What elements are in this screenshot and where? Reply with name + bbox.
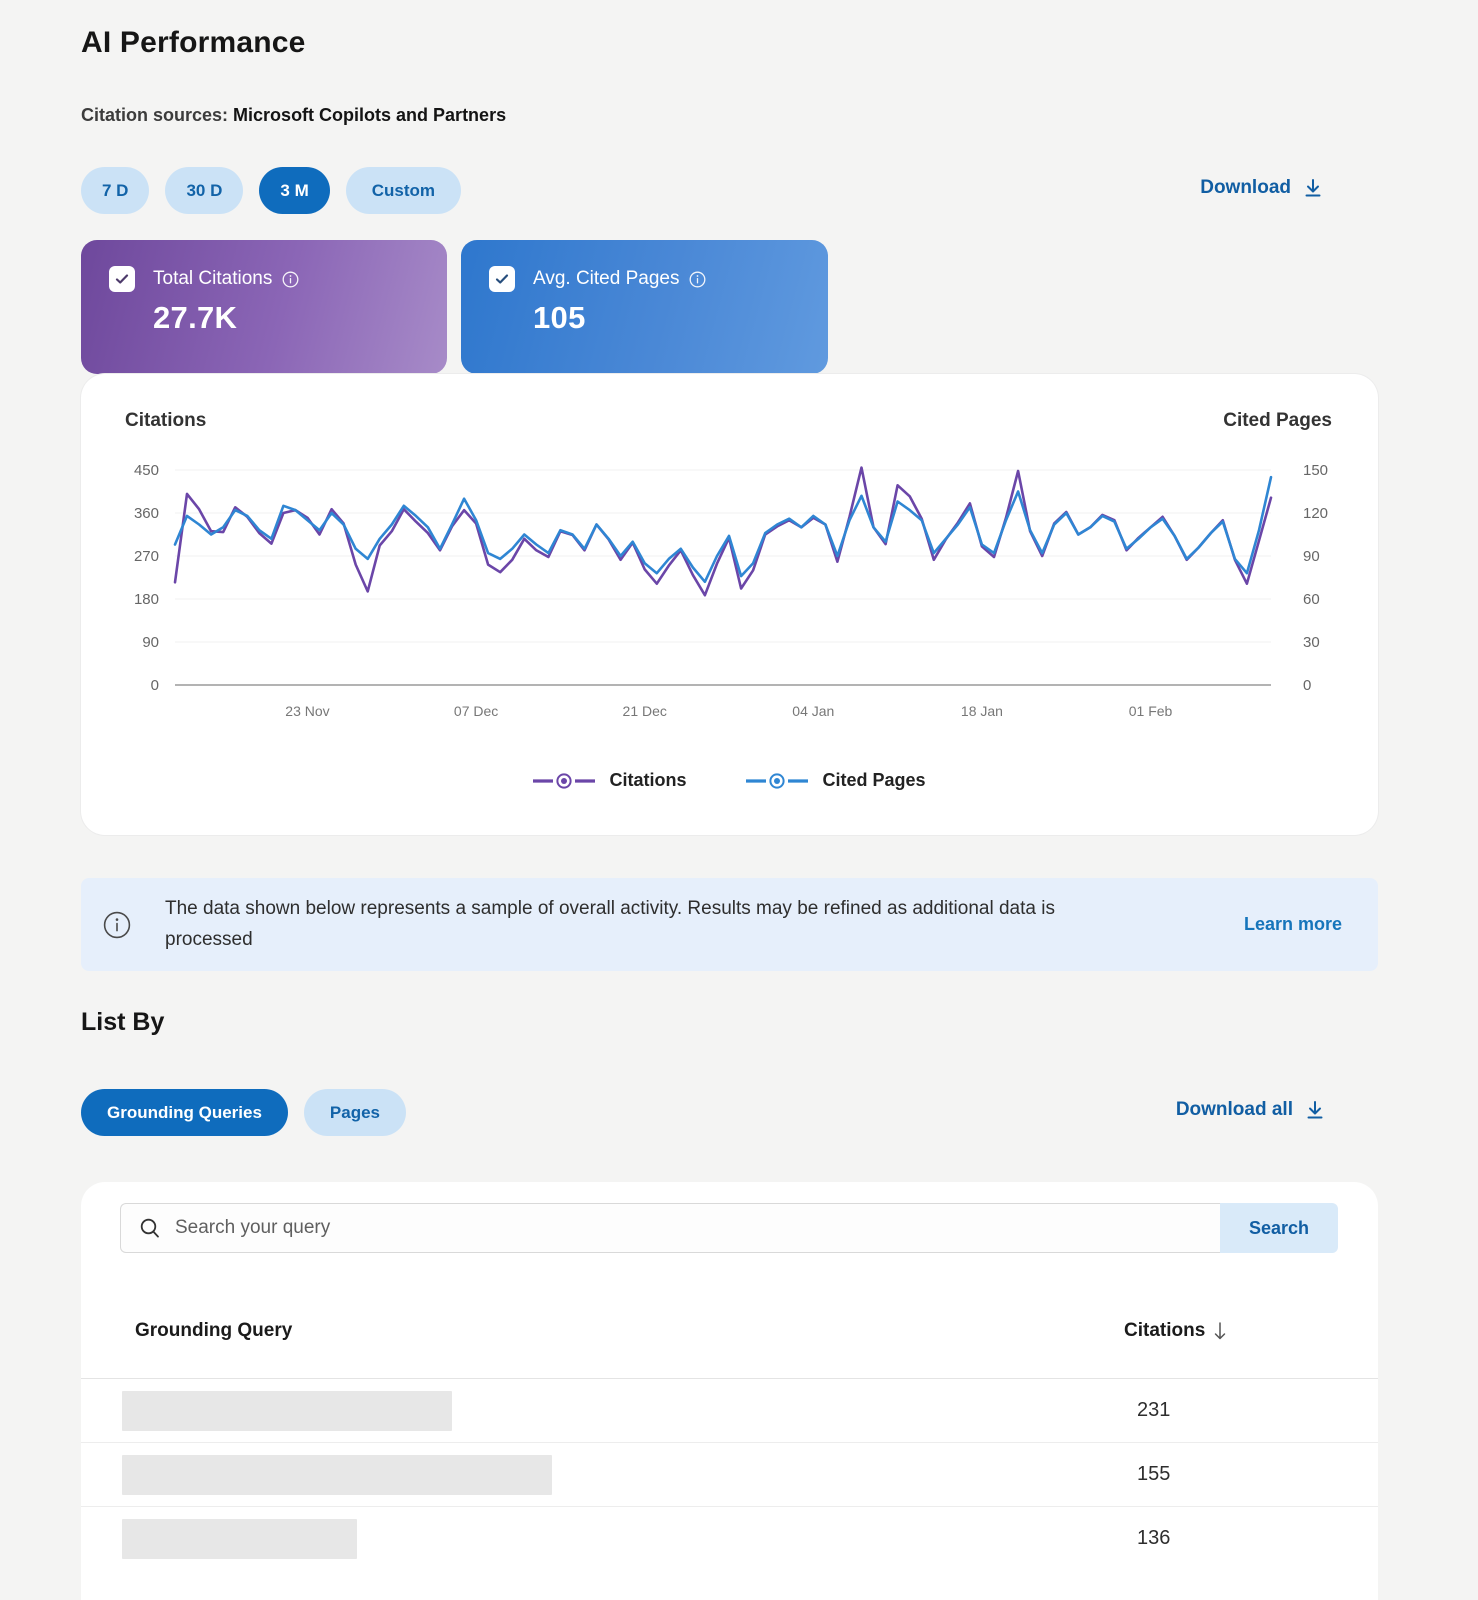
svg-text:21 Dec: 21 Dec [623,703,667,719]
metric-card-total-citations[interactable]: Total Citations 27.7K [81,240,447,374]
legend-label: Cited Pages [822,770,926,790]
download-button[interactable]: Download [1200,177,1323,199]
svg-text:270: 270 [134,548,159,565]
svg-text:30: 30 [1303,634,1320,651]
download-label: Download [1200,177,1291,198]
performance-chart: 450 150 360 120 270 90 180 60 90 30 0 0 23 Nov 07 Dec… [134,462,1328,719]
redacted-query-bar [122,1454,552,1495]
search-input[interactable] [175,1217,1202,1239]
metric-card-avg-cited-pages[interactable]: Avg. Cited Pages 105 [461,240,828,374]
time-filter-7d[interactable]: 7 D [81,167,150,214]
time-filter-30d[interactable]: 30 D [165,167,244,214]
legend-item-cited-pages: Cited Pages [746,770,926,791]
svg-text:60: 60 [1303,591,1320,608]
search-button[interactable]: Search [1220,1203,1338,1253]
citation-sources-value: Microsoft Copilots and Partners [233,105,507,125]
right-axis-title: Cited Pages [1223,410,1332,431]
download-all-label: Download all [1175,1099,1293,1120]
svg-text:90: 90 [1303,548,1320,565]
metric-value: 105 [533,300,586,335]
table-row[interactable]: 231 [81,1378,1378,1442]
query-search-bar: Search [120,1203,1338,1253]
metric-label: Avg. Cited Pages [533,268,680,289]
svg-text:180: 180 [134,591,159,608]
citations-count: 231 [1137,1399,1171,1421]
svg-text:01 Feb: 01 Feb [1129,703,1173,719]
banner-text: The data shown below represents a sample… [165,898,1055,950]
citations-header-label: Citations [1124,1320,1206,1341]
svg-text:0: 0 [1303,677,1311,694]
svg-text:120: 120 [1303,505,1328,522]
info-icon [103,911,131,938]
legend-item-citations: Citations [533,770,686,791]
svg-text:04 Jan: 04 Jan [792,703,834,719]
svg-text:18 Jan: 18 Jan [961,703,1003,719]
metric-label: Total Citations [153,268,273,289]
list-by-heading: List By [81,1008,165,1036]
svg-text:360: 360 [134,505,159,522]
info-icon[interactable] [282,271,299,288]
svg-text:23 Nov: 23 Nov [285,703,329,719]
learn-more-link[interactable]: Learn more [1243,914,1342,934]
performance-chart-panel: Citations Cited Pages 450 150 360 120 270 90 1… [81,374,1378,835]
check-icon [495,274,509,284]
chart-legend: Citations Cited Pages [81,770,1378,791]
redacted-query-bar [122,1390,452,1431]
citations-line-marker-icon [533,772,596,789]
time-filter-custom[interactable]: Custom [345,167,462,214]
metric-value: 27.7K [153,300,238,335]
search-icon [140,1218,159,1238]
list-by-tabs: Grounding Queries Pages [81,1089,406,1136]
download-all-button[interactable]: Download all [1176,1099,1325,1121]
grounding-queries-table-panel: Search Grounding Query Citations 231 155 1… [81,1182,1378,1600]
sort-descending-icon [1215,1322,1226,1340]
tab-grounding-queries[interactable]: Grounding Queries [81,1089,288,1136]
citation-sources: Citation sources: Microsoft Copilots and… [81,105,506,126]
citations-count: 155 [1137,1463,1171,1485]
svg-text:90: 90 [142,634,159,651]
table-row[interactable]: 136 [81,1506,1378,1570]
avg-cited-pages-checkbox[interactable] [489,266,515,292]
table-header-row: Grounding Query Citations [135,1320,1324,1342]
download-icon [1307,1101,1323,1119]
table-row[interactable]: 155 [81,1442,1378,1506]
svg-text:150: 150 [1303,462,1328,479]
svg-text:450: 450 [134,462,159,479]
time-filter-3m[interactable]: 3 M [259,167,330,214]
cited-pages-line-marker-icon [746,772,809,789]
download-icon [1305,179,1321,197]
time-range-filter: 7 D 30 D 3 M Custom [81,167,462,214]
svg-text:0: 0 [151,677,159,694]
series-line-cited-pages [173,475,1273,584]
svg-text:07 Dec: 07 Dec [454,703,498,719]
page-title: AI Performance [81,26,306,59]
citations-count: 136 [1137,1527,1171,1549]
column-header-grounding-query: Grounding Query [135,1320,293,1341]
legend-label: Citations [609,770,687,790]
series-line-citations [173,466,1273,597]
citation-sources-label: Citation sources: [81,105,229,125]
table-body: 231 155 136 [81,1378,1378,1570]
tab-pages[interactable]: Pages [303,1089,406,1136]
redacted-query-bar [122,1518,357,1559]
column-header-citations[interactable]: Citations [1124,1320,1324,1342]
check-icon [115,274,129,284]
sample-data-banner: The data shown below represents a sample… [81,878,1378,971]
info-icon[interactable] [689,271,706,288]
total-citations-checkbox[interactable] [109,266,135,292]
left-axis-title: Citations [125,410,207,431]
